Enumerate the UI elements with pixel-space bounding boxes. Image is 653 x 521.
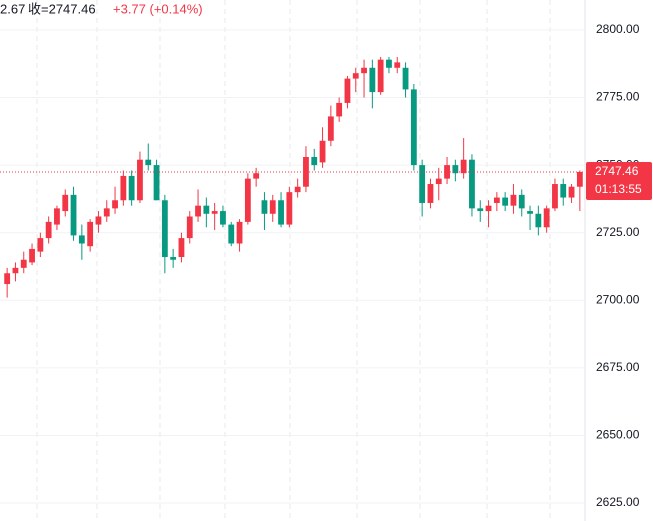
candle-body [386, 59, 392, 68]
candle-body [203, 205, 210, 214]
y-tick-label: 2800.00 [596, 22, 640, 36]
candle-body [369, 67, 376, 93]
candle-body [410, 89, 417, 166]
candle-body [269, 200, 276, 214]
y-tick-label: 2725.00 [596, 225, 640, 239]
candle-body [137, 159, 143, 201]
candle-body [228, 224, 235, 244]
candle-body [469, 159, 475, 209]
candle-body [161, 200, 168, 258]
candle-body [45, 221, 52, 239]
y-tick-label: 2700.00 [596, 292, 640, 306]
candle-body [54, 208, 60, 225]
candle-body [87, 221, 94, 247]
price-tag-countdown: 01:13:55 [595, 182, 642, 196]
candle-body [236, 221, 243, 244]
candle-body [78, 235, 85, 244]
price-tag [586, 161, 652, 200]
candle-body [452, 165, 459, 174]
candle-body [535, 213, 542, 228]
candle-body [95, 216, 102, 225]
candle-body [178, 238, 185, 258]
candle-body [303, 156, 309, 187]
candle-body [103, 208, 110, 217]
candle-body [502, 197, 509, 206]
candle-body [477, 208, 484, 212]
candle-body [327, 116, 334, 141]
y-tick-label: 2650.00 [596, 428, 640, 442]
candle-body [70, 194, 77, 236]
candle-body [211, 211, 218, 214]
y-tick-label: 2625.00 [596, 495, 640, 509]
candle-body [153, 165, 160, 201]
candle-body [120, 175, 127, 201]
candle-body [145, 159, 152, 166]
candle-body [112, 200, 118, 209]
candle-body [435, 178, 442, 185]
candle-body [344, 78, 351, 103]
candle-body [427, 184, 434, 203]
candle-body [336, 102, 343, 117]
candle-body [527, 211, 533, 214]
candle-body [62, 194, 69, 212]
candle-body [510, 194, 517, 206]
candle-body [170, 257, 177, 260]
candle-body [576, 171, 583, 187]
y-tick-label: 2775.00 [596, 90, 640, 104]
vertical-grid [36, 0, 551, 521]
candle-body [244, 178, 251, 222]
candle-body [560, 184, 567, 198]
candle-body [311, 156, 318, 166]
candle-body [186, 216, 193, 239]
price-tag-value: 2747.46 [595, 164, 639, 178]
candle-body [568, 186, 575, 198]
candle-body [543, 208, 550, 228]
y-tick-label: 2675.00 [596, 360, 640, 374]
candle-body [518, 194, 525, 209]
candle-body [319, 140, 326, 163]
header-close: 收=2747.46 [28, 1, 96, 16]
candle-body [253, 173, 260, 179]
candle-body [402, 67, 409, 90]
candle-body [377, 59, 384, 93]
candle-body [12, 267, 19, 274]
candle-body [37, 238, 44, 252]
candle-body [4, 273, 11, 285]
candle-body [20, 259, 27, 268]
candle-body [493, 197, 500, 203]
candle-body [195, 205, 201, 217]
candle-body [278, 200, 284, 225]
candle-body [220, 211, 226, 225]
header-prev: 2.67 [0, 1, 25, 16]
candle-body [128, 175, 135, 201]
candle-body [294, 186, 301, 193]
header-change: +3.77 (+0.14%) [113, 1, 203, 16]
candle-body [394, 62, 401, 68]
candle-body [361, 67, 367, 74]
candle-body [552, 184, 558, 209]
candle-body [29, 248, 35, 263]
candle-body [485, 205, 492, 212]
candle-body [460, 159, 467, 174]
candle-body [286, 192, 293, 225]
candle-body [352, 73, 359, 79]
candle-body [261, 200, 268, 214]
candle-body [419, 165, 426, 203]
